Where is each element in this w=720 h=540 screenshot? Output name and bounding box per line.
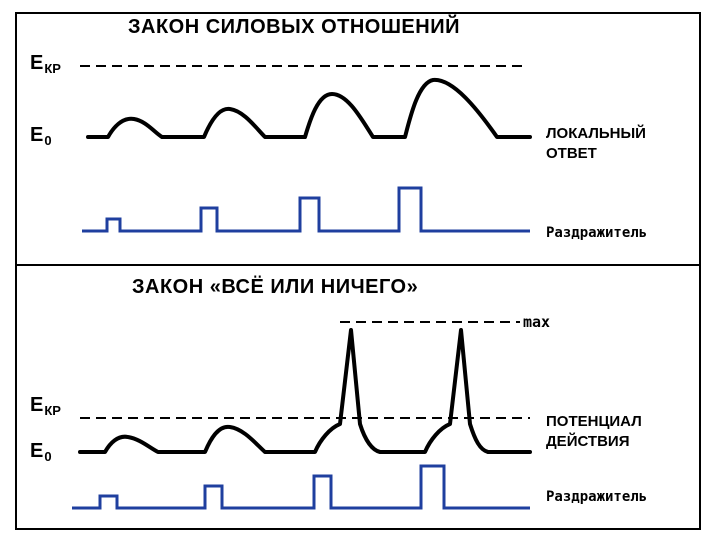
bottom-e0-main: E <box>30 440 44 462</box>
bottom-action-potential-trace <box>78 328 532 454</box>
top-stimulus-label: Раздражитель <box>546 225 648 241</box>
top-ekr-label: EКР <box>30 52 61 76</box>
bottom-response-label-line1: ПОТЕНЦИАЛ <box>546 413 642 430</box>
bottom-e0-sub: 0 <box>44 449 52 464</box>
top-e0-main: E <box>30 124 44 146</box>
max-label: max <box>523 313 551 331</box>
bottom-ekr-main: E <box>30 394 44 416</box>
bottom-ekr-label: EКР <box>30 394 61 418</box>
top-response-label-line2: ОТВЕТ <box>546 145 597 162</box>
panel-divider <box>15 264 701 266</box>
bottom-stimulus-trace <box>72 464 530 510</box>
top-response-label: ЛОКАЛЬНЫЙ ОТВЕТ <box>546 124 646 164</box>
top-local-response-trace <box>86 77 532 139</box>
bottom-panel-title: ЗАКОН «ВСЁ ИЛИ НИЧЕГО» <box>132 276 419 298</box>
top-e0-label: E0 <box>30 124 52 148</box>
top-stimulus-trace <box>82 186 530 233</box>
top-ekr-sub: КР <box>44 61 61 76</box>
bottom-ekr-sub: КР <box>44 403 61 418</box>
bottom-e0-label: E0 <box>30 440 52 464</box>
bottom-response-label-line2: ДЕЙСТВИЯ <box>546 433 630 450</box>
top-response-label-line1: ЛОКАЛЬНЫЙ <box>546 125 646 142</box>
top-e0-sub: 0 <box>44 133 52 148</box>
diagram-frame <box>15 12 701 530</box>
bottom-stimulus-label: Раздражитель <box>546 489 648 505</box>
bottom-response-label: ПОТЕНЦИАЛ ДЕЙСТВИЯ <box>546 412 642 452</box>
top-ekr-main: E <box>30 52 44 74</box>
top-panel-title: ЗАКОН СИЛОВЫХ ОТНОШЕНИЙ <box>128 16 460 38</box>
